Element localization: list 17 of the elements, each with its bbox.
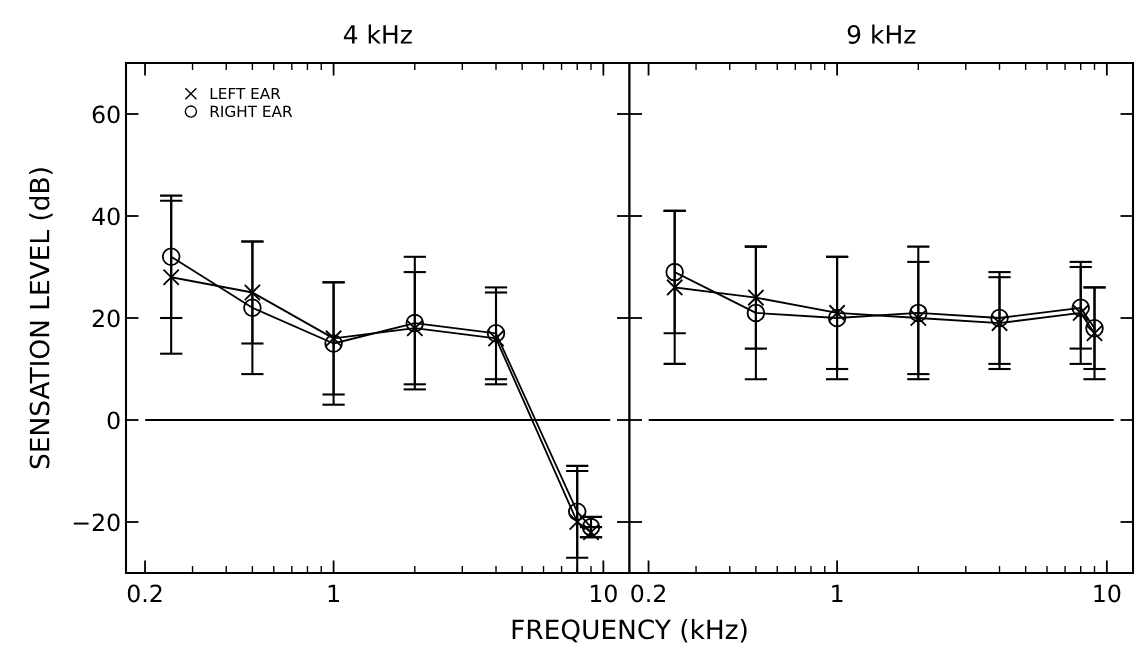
x-tick-label: 0.2: [631, 584, 665, 603]
y-tick-label: −20: [73, 513, 120, 532]
x-tick-label: 1: [328, 584, 339, 603]
x-tick-label: 10: [1094, 584, 1121, 603]
x-tick-label: 10: [590, 584, 617, 603]
chart-title: 9 kHz: [847, 24, 916, 44]
x-tick-label: 0.2: [127, 584, 162, 603]
y-tick-label: 0: [107, 411, 120, 430]
legend-label: RIGHT EAR: [210, 105, 293, 118]
x-axis-title: FREQUENCY (kHz): [512, 618, 747, 643]
y-tick-label: 40: [92, 207, 120, 226]
chart-title: 4 kHz: [343, 24, 412, 44]
y-tick-label: 60: [92, 105, 120, 124]
y-tick-label: 20: [92, 309, 120, 328]
x-tick-label: 1: [832, 584, 843, 603]
legend-label: LEFT EAR: [210, 87, 281, 100]
y-axis-title: SENSATION LEVEL (dB): [29, 168, 53, 469]
